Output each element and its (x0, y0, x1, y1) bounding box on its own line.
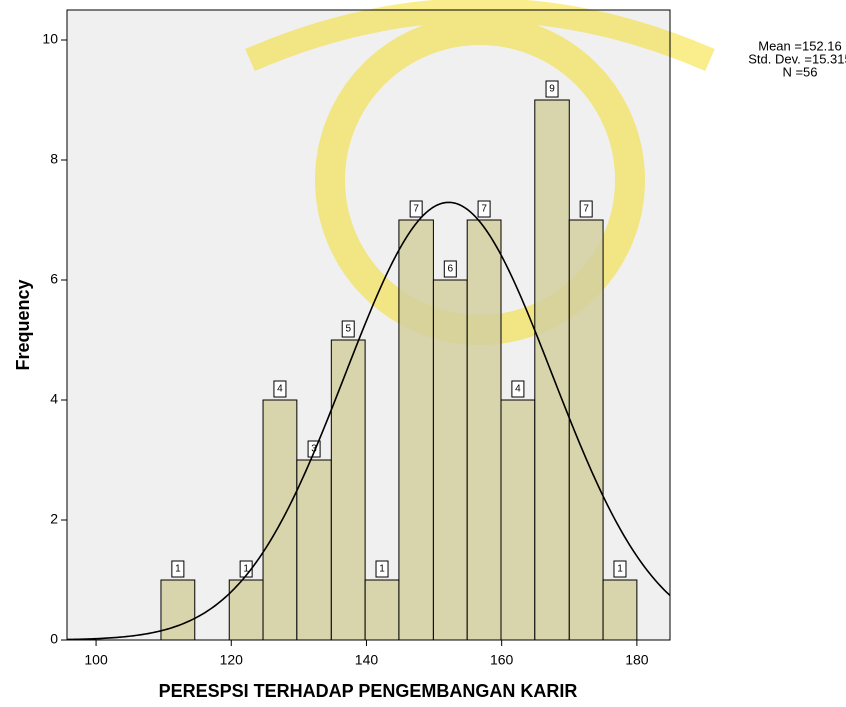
value-label: 6 (448, 264, 454, 275)
y-tick-label: 10 (42, 31, 58, 47)
bar (433, 280, 467, 640)
y-tick-label: 6 (50, 271, 58, 287)
x-tick-label: 180 (625, 652, 649, 668)
value-label: 4 (515, 384, 521, 395)
bar (161, 580, 195, 640)
bar (263, 400, 297, 640)
y-tick-label: 2 (50, 511, 58, 527)
bar (331, 340, 365, 640)
bar (365, 580, 399, 640)
value-label: 1 (617, 564, 623, 575)
bar (297, 460, 331, 640)
x-axis-label: PERESPSI TERHADAP PENGEMBANGAN KARIR (159, 681, 578, 701)
y-tick-label: 8 (50, 151, 58, 167)
chart: 1143517674971 Frequency PERESPSI TERHADA… (0, 0, 846, 707)
bar (467, 220, 501, 640)
stat-label: N =56 (782, 64, 817, 79)
value-label: 1 (379, 564, 385, 575)
value-label: 7 (413, 204, 419, 215)
bar (603, 580, 637, 640)
value-label: 4 (277, 384, 283, 395)
bar (501, 400, 535, 640)
value-label: 9 (549, 84, 555, 95)
bar (535, 100, 569, 640)
y-tick-label: 0 (50, 631, 58, 647)
value-label: 1 (175, 564, 181, 575)
value-label: 7 (583, 204, 589, 215)
x-tick-label: 100 (84, 652, 108, 668)
value-label: 7 (481, 204, 487, 215)
y-axis-label: Frequency (13, 279, 33, 370)
y-tick-label: 4 (50, 391, 58, 407)
x-tick-label: 140 (355, 652, 379, 668)
x-tick-label: 120 (220, 652, 244, 668)
x-tick-label: 160 (490, 652, 514, 668)
bar (399, 220, 433, 640)
value-label: 5 (345, 324, 351, 335)
